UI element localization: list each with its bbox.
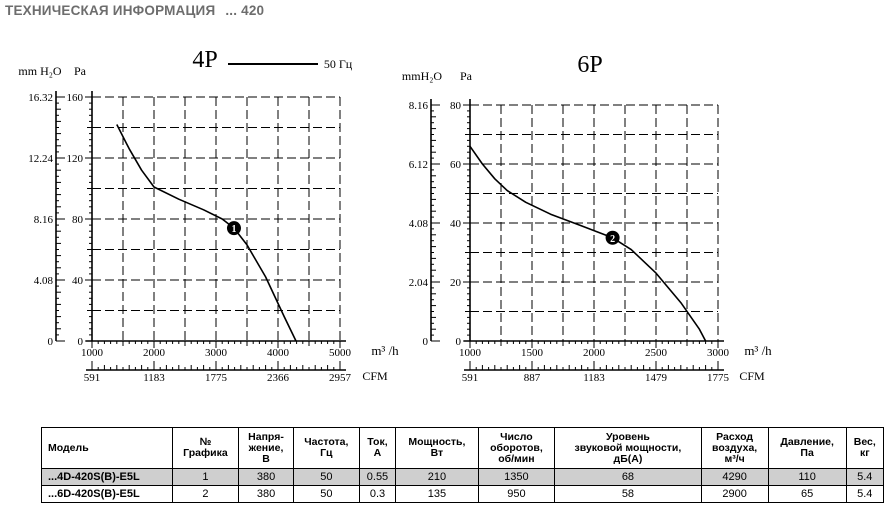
x-tick-label: 2500 bbox=[645, 347, 668, 359]
table-header-cell: Уровень звуковой мощности, дБ(А) bbox=[554, 427, 702, 469]
x-tick-label: 2000 bbox=[583, 347, 606, 359]
curve-marker-label: 1 bbox=[231, 224, 236, 235]
table-cell: 950 bbox=[477, 485, 556, 503]
table-cell: 380 bbox=[238, 468, 294, 486]
table-cell: 58 bbox=[554, 485, 702, 503]
chart-title: 6P bbox=[577, 52, 602, 78]
y2-tick-label: 0 bbox=[48, 336, 54, 348]
x2-tick-label: 1775 bbox=[707, 372, 730, 384]
table-cell: 4290 bbox=[700, 468, 769, 486]
table-header-cell: Расход воздуха, м³/ч bbox=[700, 427, 769, 469]
x-axis-label: m³ /h bbox=[371, 343, 399, 358]
x-axis-label: m³ /h bbox=[744, 343, 772, 358]
header-title: ТЕХНИЧЕСКАЯ ИНФОРМАЦИЯ bbox=[5, 3, 216, 18]
x2-tick-label: 591 bbox=[84, 372, 101, 384]
y-tick-label: 40 bbox=[450, 218, 462, 230]
table-cell: 1350 bbox=[477, 468, 556, 486]
x-tick-label: 4000 bbox=[267, 347, 290, 359]
table-header-row: Модель № Графика Напря-жение, В Частота, Гц Ток… bbox=[41, 427, 885, 469]
table-row: ...4D-420S(B)-E5L 1 380 50 0.55 210 1350 68 4290… bbox=[41, 468, 885, 486]
x2-axis-label: CFM bbox=[739, 369, 765, 383]
series-line bbox=[469, 145, 707, 342]
table-cell: 210 bbox=[395, 468, 479, 486]
table-cell: 50 bbox=[292, 485, 360, 503]
y-tick-label: 40 bbox=[72, 275, 84, 287]
y-tick-label: 160 bbox=[67, 92, 84, 104]
table-cell: 380 bbox=[238, 485, 294, 503]
x2-tick-label: 2366 bbox=[267, 372, 290, 384]
page-header: ТЕХНИЧЕСКАЯ ИНФОРМАЦИЯ ... 420 bbox=[5, 3, 264, 18]
x-tick-label: 3000 bbox=[707, 347, 730, 359]
y2-tick-label: 6.12 bbox=[409, 159, 428, 171]
y-tick-label: 60 bbox=[450, 159, 462, 171]
header-model: ... 420 bbox=[225, 3, 265, 18]
x2-tick-label: 1479 bbox=[645, 372, 668, 384]
table-header-cell: Частота, Гц bbox=[292, 427, 360, 469]
y2-axis-label: mmH₂O bbox=[402, 69, 443, 83]
table-cell: 0.55 bbox=[358, 468, 397, 486]
table-cell: 68 bbox=[554, 468, 702, 486]
x-tick-label: 1000 bbox=[459, 347, 482, 359]
table-header-cell: Модель bbox=[41, 427, 173, 469]
table-cell: 2900 bbox=[700, 485, 769, 503]
table-cell: 50 bbox=[292, 468, 360, 486]
legend-label: 50 Гц bbox=[324, 57, 353, 71]
table-header-cell: Ток, А bbox=[358, 427, 397, 469]
x2-axis-label: CFM bbox=[362, 369, 388, 383]
x-tick-label: 5000 bbox=[329, 347, 352, 359]
table-cell: 65 bbox=[767, 485, 847, 503]
table-row: ...6D-420S(B)-E5L 2 380 50 0.3 135 950 58 2900 65… bbox=[41, 485, 885, 503]
y-tick-label: 0 bbox=[456, 336, 462, 348]
table-cell: 110 bbox=[767, 468, 847, 486]
y-axis-label: Pa bbox=[74, 64, 87, 78]
y-tick-label: 120 bbox=[67, 153, 84, 165]
curve-marker bbox=[605, 230, 620, 245]
chart-title: 4P bbox=[192, 47, 217, 73]
table-cell: 1 bbox=[171, 468, 240, 486]
y-tick-label: 80 bbox=[72, 214, 84, 226]
table-body: ...4D-420S(B)-E5L 1 380 50 0.55 210 1350 68 4290… bbox=[41, 468, 885, 503]
curve-marker-label: 2 bbox=[610, 234, 615, 245]
y2-tick-label: 0 bbox=[423, 336, 429, 348]
table-cell: ...4D-420S(B)-E5L bbox=[41, 468, 173, 486]
table-header-cell: № Графика bbox=[171, 427, 240, 469]
table-cell: ...6D-420S(B)-E5L bbox=[41, 485, 173, 503]
y2-tick-label: 4.08 bbox=[34, 275, 54, 287]
x-tick-label: 2000 bbox=[143, 347, 166, 359]
y-tick-label: 0 bbox=[78, 336, 84, 348]
y2-tick-label: 16.32 bbox=[28, 92, 53, 104]
table-cell: 0.3 bbox=[358, 485, 397, 503]
curve-marker bbox=[226, 221, 241, 236]
table-header-cell: Давление, Па bbox=[767, 427, 847, 469]
x2-tick-label: 887 bbox=[524, 372, 541, 384]
x-tick-label: 3000 bbox=[205, 347, 228, 359]
x2-tick-label: 2957 bbox=[329, 372, 352, 384]
y-tick-label: 20 bbox=[450, 277, 462, 289]
x-tick-label: 1000 bbox=[81, 347, 104, 359]
x-tick-label: 1500 bbox=[521, 347, 544, 359]
y2-tick-label: 8.16 bbox=[34, 214, 54, 226]
y-tick-label: 80 bbox=[450, 100, 462, 112]
table-header-cell: Вес, кг bbox=[845, 427, 885, 469]
y2-tick-label: 4.08 bbox=[409, 218, 429, 230]
y2-tick-label: 12.24 bbox=[28, 153, 53, 165]
y-axis-label: Pa bbox=[460, 69, 473, 83]
table-cell: 5.4 bbox=[845, 485, 885, 503]
series-line bbox=[116, 124, 297, 342]
y2-axis-label: mm H₂O bbox=[18, 64, 62, 78]
table-header-cell: Число оборотов, об/мин bbox=[477, 427, 556, 469]
x2-tick-label: 591 bbox=[462, 372, 479, 384]
y2-tick-label: 2.04 bbox=[409, 277, 429, 289]
x2-tick-label: 1183 bbox=[143, 372, 165, 384]
table-cell: 5.4 bbox=[845, 468, 885, 486]
table-cell: 135 bbox=[395, 485, 479, 503]
table-header-cell: Мощность, Вт bbox=[395, 427, 479, 469]
x2-tick-label: 1183 bbox=[583, 372, 605, 384]
table-cell: 2 bbox=[171, 485, 240, 503]
spec-table: Модель № Графика Напря-жение, В Частота, Гц Ток… bbox=[41, 427, 885, 503]
x2-tick-label: 1775 bbox=[205, 372, 228, 384]
table-header-cell: Напря-жение, В bbox=[238, 427, 294, 469]
y2-tick-label: 8.16 bbox=[409, 100, 429, 112]
